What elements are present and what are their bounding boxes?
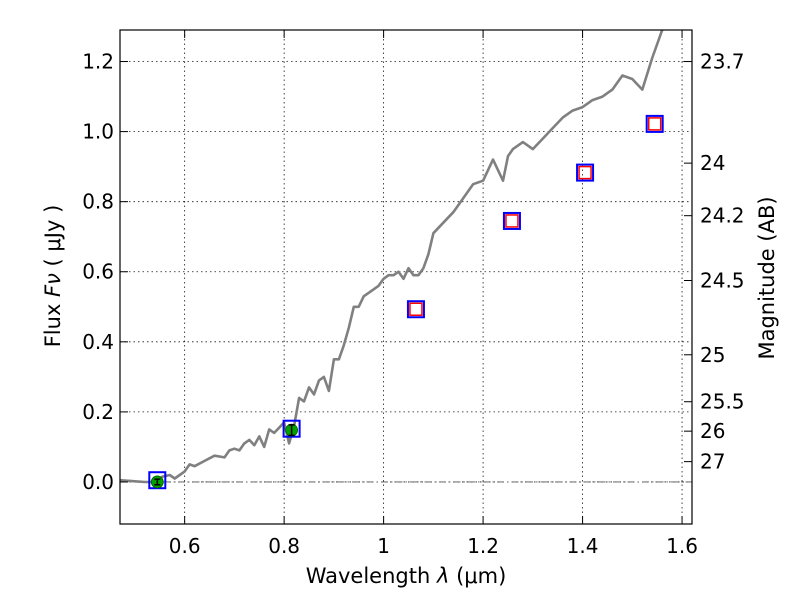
y2-tick-label: 25.5: [700, 390, 745, 414]
y2-tick-label: 24: [700, 151, 725, 175]
x-axis-label: Wavelength λ (μm): [306, 564, 507, 588]
y-axis-label: Flux Fν ( μJy ): [41, 205, 65, 348]
y-tick-label: 0.2: [82, 400, 114, 424]
plot-frame: [119, 29, 693, 525]
model-photometry-marker: [409, 302, 423, 316]
observed-photometry-marker: [576, 163, 595, 182]
axes: 0.6 0.8 1 1.2 1.4 1.6 0.0 0.2 0.4 0.6 0.8 1.0 1.2 23.…: [82, 29, 745, 558]
y-tick-label: 0.0: [82, 470, 114, 494]
x-tick-label: 0.8: [268, 534, 300, 558]
y-tick-label: 0.4: [82, 330, 114, 354]
plot-area: [120, 30, 692, 490]
x-tick-label: 1: [377, 534, 390, 558]
x-tick-label: 0.6: [169, 534, 201, 558]
secondary-y-axis-label: Magnitude (AB): [755, 196, 779, 359]
y-tick-label: 1.2: [82, 50, 114, 74]
clipped-series: [120, 30, 664, 490]
sed-model-line: [120, 30, 664, 484]
grid: [120, 30, 692, 524]
y2-tick-label: 27: [700, 450, 725, 474]
y-tick-label: 0.8: [82, 190, 114, 214]
y2-tick-label: 26: [700, 419, 725, 443]
model-photometry-marker: [647, 117, 662, 131]
observed-photometry-marker: [645, 114, 664, 133]
y-tick-label: 0.6: [82, 260, 114, 284]
observed-photometry-marker: [282, 419, 301, 438]
x-tick-label: 1.2: [467, 534, 499, 558]
y2-tick-label: 24.5: [700, 269, 745, 293]
y2-tick-label: 25: [700, 343, 725, 367]
y2-tick-label: 24.2: [700, 204, 745, 228]
x-tick-label: 1.4: [567, 534, 599, 558]
model-photometry-marker: [505, 214, 519, 228]
observed-photometry-marker: [406, 300, 425, 319]
x-tick-label: 1.6: [666, 534, 698, 558]
observed-photometry-marker: [502, 211, 521, 230]
y2-tick-label: 23.7: [700, 50, 745, 74]
y-tick-label: 1.0: [82, 120, 114, 144]
model-photometry-marker: [578, 165, 592, 180]
